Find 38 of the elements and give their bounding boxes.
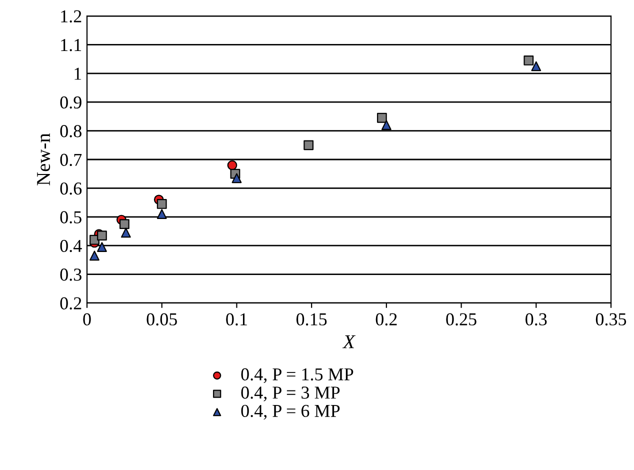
y-tick-label: 1.1 (61, 39, 82, 52)
point (531, 61, 542, 72)
point (227, 160, 238, 170)
y-tick-label: 1 (74, 68, 82, 80)
x-tick-label: 0.3 (526, 313, 547, 326)
point (97, 230, 107, 241)
point (97, 242, 107, 252)
y-tick-label: 0.9 (60, 96, 82, 109)
x-tick-label: 0.15 (296, 313, 327, 326)
legend-label: 0.4, P = 3 MP (241, 386, 340, 402)
x-tick-label: 0.1 (226, 313, 247, 326)
point (156, 199, 167, 209)
y-tick-label: 0.2 (60, 297, 82, 310)
point (524, 56, 534, 66)
y-tick-label: 0.6 (60, 182, 82, 195)
point (381, 120, 392, 130)
y-tick-label: 1.2 (61, 10, 82, 23)
x-tick-label: 0 (83, 313, 91, 326)
y-tick-label: 0.3 (60, 268, 82, 281)
x-tick-label: 0.2 (376, 313, 397, 326)
x-tick-label: 0.05 (146, 313, 177, 326)
point (156, 209, 167, 219)
y-axis-title: New-n (37, 133, 50, 186)
x-tick-label: 0.25 (446, 313, 476, 326)
point (376, 112, 387, 123)
point (232, 173, 242, 184)
point (90, 250, 100, 261)
point (119, 219, 130, 230)
y-tick-label: 0.8 (60, 125, 82, 138)
y-tick-label: 0.5 (60, 211, 82, 224)
y-tick-label: 0.7 (60, 154, 82, 166)
x-axis-title: X (342, 335, 356, 348)
legend-label: 0.4, P = 1.5 MP (241, 368, 354, 384)
y-tick-label: 0.4 (60, 240, 82, 252)
x-tick-label: 0.35 (596, 313, 626, 326)
point (120, 228, 131, 238)
point (304, 140, 314, 150)
legend-label: 0.4, P = 6 MP (241, 404, 340, 420)
